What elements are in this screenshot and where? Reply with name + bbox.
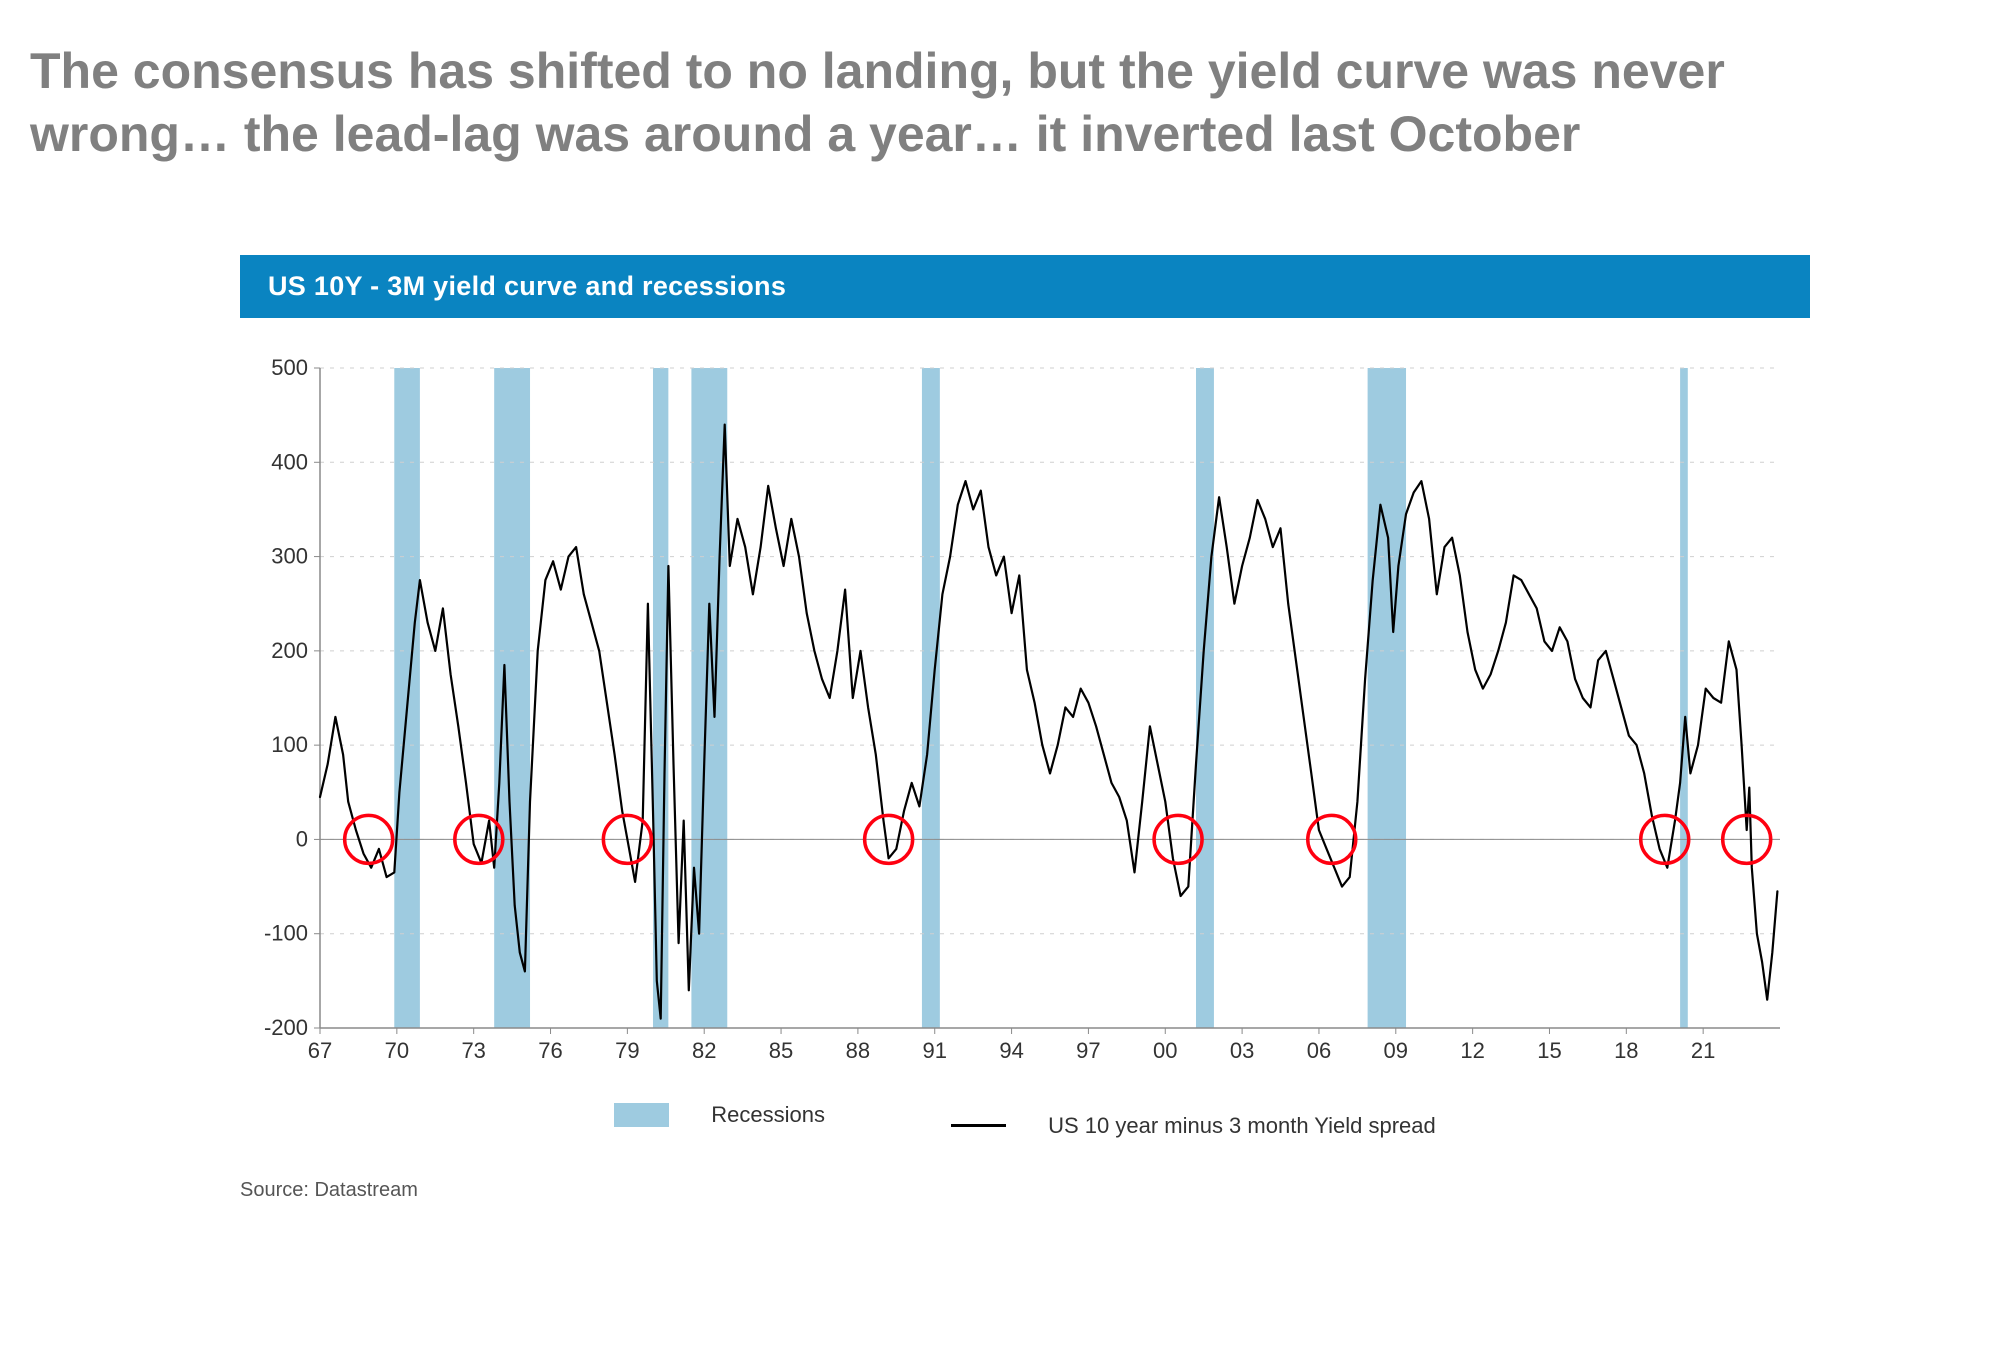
svg-text:79: 79	[615, 1038, 639, 1063]
chart-svg: -200 -100 0 100 200 300 400 500 67 70 73 76 79 82 85 88…	[240, 358, 1810, 1078]
svg-text:94: 94	[999, 1038, 1023, 1063]
recessions-swatch	[614, 1103, 669, 1127]
svg-text:91: 91	[922, 1038, 946, 1063]
svg-text:12: 12	[1460, 1038, 1484, 1063]
line-swatch	[951, 1124, 1006, 1127]
svg-text:82: 82	[692, 1038, 716, 1063]
svg-text:67: 67	[308, 1038, 332, 1063]
svg-text:09: 09	[1384, 1038, 1408, 1063]
chart-area: -200 -100 0 100 200 300 400 500 67 70 73 76 79 82 85 88…	[240, 358, 1810, 1078]
svg-text:03: 03	[1230, 1038, 1254, 1063]
svg-text:-100: -100	[264, 921, 308, 946]
svg-text:21: 21	[1691, 1038, 1715, 1063]
svg-text:300: 300	[271, 544, 308, 569]
legend-recessions: Recessions	[584, 1102, 855, 1128]
legend-recessions-label: Recessions	[711, 1102, 825, 1128]
chart-block: US 10Y - 3M yield curve and recessions -…	[240, 255, 1810, 1202]
svg-text:-200: -200	[264, 1015, 308, 1040]
svg-text:73: 73	[461, 1038, 485, 1063]
source: Source: Datastream	[240, 1179, 1810, 1202]
svg-text:06: 06	[1307, 1038, 1331, 1063]
svg-text:00: 00	[1153, 1038, 1177, 1063]
legend-line: US 10 year minus 3 month Yield spread	[921, 1113, 1466, 1139]
svg-text:97: 97	[1076, 1038, 1100, 1063]
legend: Recessions US 10 year minus 3 month Yiel…	[240, 1102, 1810, 1139]
svg-text:18: 18	[1614, 1038, 1638, 1063]
svg-text:76: 76	[538, 1038, 562, 1063]
chart-title: US 10Y - 3M yield curve and recessions	[240, 255, 1810, 318]
svg-text:70: 70	[385, 1038, 409, 1063]
svg-text:100: 100	[271, 732, 308, 757]
svg-text:88: 88	[846, 1038, 870, 1063]
svg-text:85: 85	[769, 1038, 793, 1063]
svg-text:0: 0	[296, 826, 308, 851]
legend-line-label: US 10 year minus 3 month Yield spread	[1048, 1113, 1436, 1139]
svg-text:200: 200	[271, 638, 308, 663]
svg-text:15: 15	[1537, 1038, 1561, 1063]
slide: The consensus has shifted to no landing,…	[0, 0, 1999, 1345]
svg-text:400: 400	[271, 449, 308, 474]
svg-text:500: 500	[271, 358, 308, 380]
headline: The consensus has shifted to no landing,…	[30, 40, 1930, 165]
